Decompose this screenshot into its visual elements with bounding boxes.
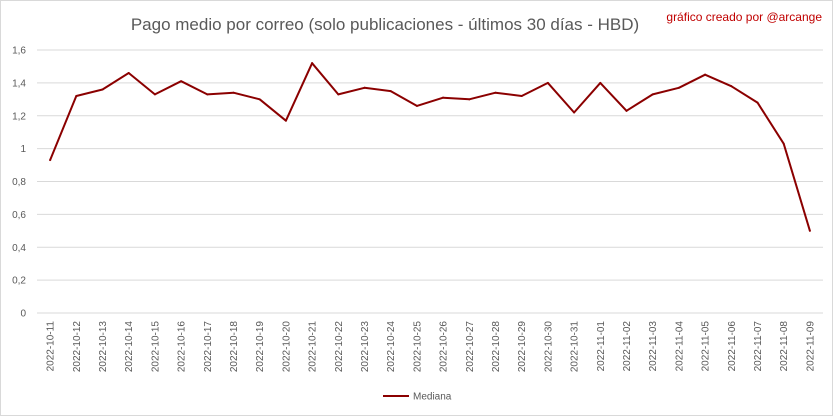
y-tick-label: 1,2 bbox=[12, 111, 26, 122]
x-tick-label: 2022-11-02 bbox=[622, 321, 633, 372]
data-point bbox=[651, 93, 654, 96]
legend-label-mediana: Mediana bbox=[413, 392, 452, 403]
x-tick-label: 2022-10-28 bbox=[491, 321, 502, 373]
x-tick-label: 2022-11-08 bbox=[779, 321, 790, 372]
x-tick-label: 2022-10-25 bbox=[412, 321, 423, 373]
x-tick-label: 2022-11-07 bbox=[753, 321, 764, 372]
x-tick-label: 2022-10-14 bbox=[124, 321, 135, 373]
x-tick-label: 2022-10-23 bbox=[360, 321, 371, 373]
x-tick-label: 2022-10-21 bbox=[308, 321, 319, 373]
x-tick-label: 2022-10-18 bbox=[229, 321, 240, 373]
data-point bbox=[337, 93, 340, 96]
x-tick-label: 2022-10-24 bbox=[386, 321, 397, 373]
data-point bbox=[49, 159, 52, 162]
x-tick-label: 2022-11-09 bbox=[805, 321, 816, 372]
series-group bbox=[49, 62, 811, 232]
data-point bbox=[363, 86, 366, 89]
legend: Mediana bbox=[383, 392, 452, 403]
data-point bbox=[546, 81, 549, 84]
chart-title: Pago medio por correo (solo publicacione… bbox=[130, 15, 640, 34]
y-tick-label: 0,6 bbox=[12, 210, 26, 221]
data-point bbox=[599, 81, 602, 84]
x-tick-label: 2022-10-16 bbox=[177, 321, 188, 373]
y-tick-label: 0,8 bbox=[12, 177, 26, 188]
x-tick-label: 2022-11-05 bbox=[701, 321, 712, 372]
x-tick-label: 2022-10-12 bbox=[72, 321, 83, 373]
y-tick-label: 1,6 bbox=[12, 46, 26, 57]
x-tick-label: 2022-10-13 bbox=[98, 321, 109, 373]
data-point bbox=[153, 93, 156, 96]
data-point bbox=[75, 95, 78, 98]
x-tick-label: 2022-10-17 bbox=[203, 321, 214, 373]
x-tick-label: 2022-11-06 bbox=[727, 321, 738, 372]
x-tick-label: 2022-10-11 bbox=[46, 321, 57, 372]
data-point bbox=[468, 98, 471, 101]
data-point bbox=[258, 98, 261, 101]
x-tick-label: 2022-10-26 bbox=[439, 321, 450, 373]
x-tick-label: 2022-10-19 bbox=[255, 321, 266, 373]
x-tick-label: 2022-11-01 bbox=[596, 321, 607, 372]
y-tick-label: 1,4 bbox=[12, 78, 26, 89]
x-tick-label: 2022-10-30 bbox=[543, 321, 554, 373]
series-line-mediana bbox=[49, 62, 811, 232]
data-point bbox=[206, 93, 209, 96]
gridlines bbox=[37, 49, 823, 314]
y-axis-ticks: 0 0,2 0,4 0,6 0,8 1 1,2 1,4 1,6 bbox=[12, 46, 26, 320]
chart-credit: gráfico creado por @arcange bbox=[666, 10, 822, 24]
data-point bbox=[311, 62, 314, 65]
data-point bbox=[573, 111, 576, 114]
y-tick-label: 0 bbox=[20, 309, 26, 320]
y-tick-label: 1 bbox=[20, 144, 26, 155]
data-point bbox=[415, 104, 418, 107]
data-point bbox=[730, 85, 733, 88]
data-point bbox=[389, 90, 392, 93]
data-point bbox=[756, 101, 759, 104]
x-tick-label: 2022-11-04 bbox=[674, 321, 685, 372]
data-point bbox=[808, 229, 811, 232]
y-tick-label: 0,4 bbox=[12, 243, 26, 254]
x-tick-label: 2022-10-27 bbox=[465, 321, 476, 373]
x-tick-label: 2022-10-22 bbox=[334, 321, 345, 373]
data-point bbox=[442, 96, 445, 99]
y-tick-label: 0,2 bbox=[12, 276, 26, 287]
data-point bbox=[520, 95, 523, 98]
x-tick-label: 2022-11-03 bbox=[648, 321, 659, 372]
data-point bbox=[494, 91, 497, 94]
data-point bbox=[232, 91, 235, 94]
data-point bbox=[101, 88, 104, 91]
x-tick-label: 2022-10-15 bbox=[150, 321, 161, 373]
x-tick-label: 2022-10-31 bbox=[570, 321, 581, 373]
data-point bbox=[180, 80, 183, 83]
data-point bbox=[677, 86, 680, 89]
x-tick-label: 2022-10-20 bbox=[281, 321, 292, 373]
data-point bbox=[625, 109, 628, 112]
data-point bbox=[704, 73, 707, 76]
data-point bbox=[782, 142, 785, 145]
data-point bbox=[284, 119, 287, 122]
data-point bbox=[127, 72, 130, 75]
x-tick-label: 2022-10-29 bbox=[517, 321, 528, 373]
x-axis-ticks: 2022-10-11 2022-10-12 2022-10-13 2022-10-14… bbox=[46, 321, 817, 373]
